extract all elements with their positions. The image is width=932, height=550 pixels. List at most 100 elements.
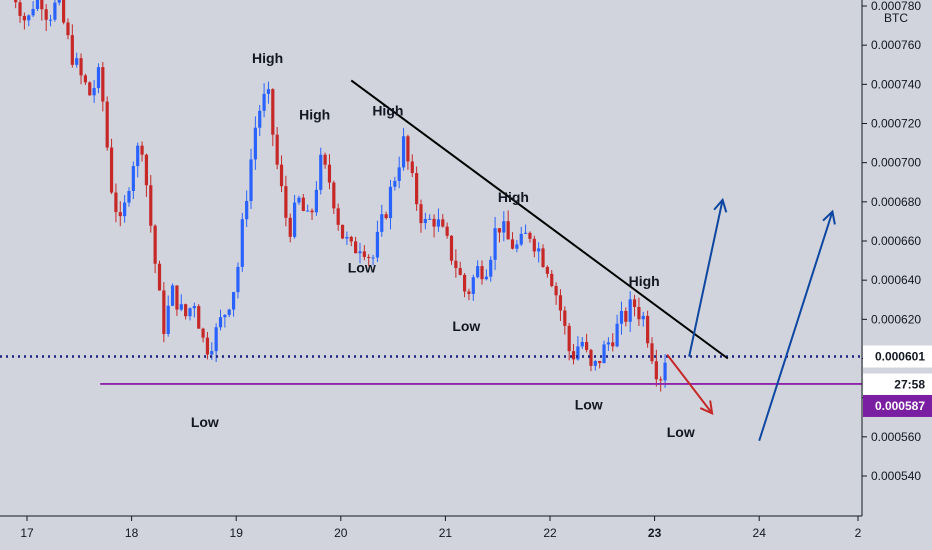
price-tick-label: 0.000620 xyxy=(871,312,921,326)
candle-body xyxy=(297,197,301,203)
candle-body xyxy=(266,89,271,94)
candle-body xyxy=(606,342,611,345)
annotation-high: High xyxy=(498,189,529,205)
candle-body xyxy=(415,173,419,205)
candle-body xyxy=(554,286,558,296)
candle-body xyxy=(184,304,188,317)
descending-trendline xyxy=(350,79,729,360)
candle-body xyxy=(35,0,40,9)
candle-body xyxy=(589,349,593,366)
candle-body xyxy=(445,226,449,236)
price-badge xyxy=(863,373,932,396)
candle-body xyxy=(140,145,144,155)
candle-body xyxy=(615,323,619,347)
price-tick-label: 0.000720 xyxy=(871,117,921,131)
candle-body xyxy=(489,259,493,277)
candle-body xyxy=(149,185,153,226)
bullish-arrow xyxy=(688,199,724,357)
arrow-head xyxy=(822,209,836,225)
candle-body xyxy=(253,127,257,160)
candle-body xyxy=(401,136,406,168)
candle-body xyxy=(598,360,602,364)
time-tick-label: 17 xyxy=(20,526,34,540)
annotation-low: Low xyxy=(348,259,376,275)
candle-body xyxy=(519,233,523,245)
price-axis[interactable]: 0.000780 0.000760 0.000740 0.000720 0.000700… xyxy=(862,0,921,483)
candle-body xyxy=(279,164,284,187)
candle-body xyxy=(506,221,510,240)
price-badge-label: 27:58 xyxy=(894,378,925,392)
time-tick-label: 22 xyxy=(543,526,557,540)
candle-body xyxy=(528,232,532,239)
candle-body xyxy=(301,197,305,211)
candle-body xyxy=(258,110,262,128)
candle-body xyxy=(48,19,53,21)
candle-body xyxy=(231,292,236,310)
time-tick-label: 21 xyxy=(439,526,453,540)
bullish-arrow xyxy=(758,211,834,442)
candle-body xyxy=(162,290,166,334)
arrow-head xyxy=(699,400,714,415)
candle-body xyxy=(271,89,275,135)
price-badge xyxy=(863,345,932,368)
price-tick-label: 0.000700 xyxy=(871,156,921,170)
candle-body xyxy=(628,299,632,322)
candle-body xyxy=(157,263,162,291)
candle-body xyxy=(240,219,244,267)
price-tick-label: 0.000660 xyxy=(871,234,921,248)
candle-body xyxy=(40,0,44,10)
candle-body xyxy=(576,346,580,360)
candle-body xyxy=(362,251,366,257)
candle-body xyxy=(646,315,650,344)
candle-body xyxy=(410,161,414,174)
candle-body xyxy=(340,224,345,239)
candle-body xyxy=(166,305,170,334)
price-badge-label: 0.000601 xyxy=(875,350,925,364)
candle-body xyxy=(262,93,266,111)
candle-body xyxy=(449,235,454,261)
candle-body xyxy=(585,341,589,350)
candle-body xyxy=(92,88,96,96)
candle-body xyxy=(153,225,157,264)
candle-body xyxy=(436,219,441,227)
candle-body xyxy=(179,304,183,310)
candle-body xyxy=(275,134,279,165)
candle-body xyxy=(567,325,571,352)
candle-body xyxy=(637,306,641,320)
candle-body xyxy=(170,285,175,306)
candle-body xyxy=(18,2,22,16)
candle-body xyxy=(319,154,323,190)
candle-body xyxy=(454,260,458,269)
price-badges-layer: 0.000601 27:58 0.000587 xyxy=(863,345,932,417)
candle-body xyxy=(218,317,223,328)
candle-body xyxy=(388,186,393,219)
candle-body xyxy=(371,257,375,259)
candle-body xyxy=(375,231,380,258)
annotation-low: Low xyxy=(191,414,219,430)
candle-body xyxy=(236,266,240,293)
annotation-low: Low xyxy=(452,318,480,334)
candle-body xyxy=(419,204,423,224)
candle-body xyxy=(558,295,563,311)
candle-body xyxy=(306,210,310,212)
candle-body xyxy=(580,341,584,347)
annotations-layer: High High High High High Low Low Low Low Low xyxy=(191,50,695,440)
candle-body xyxy=(31,8,35,16)
candle-body xyxy=(510,239,515,249)
candle-body xyxy=(105,101,109,148)
time-axis[interactable]: 17 18 19 20 21 22 23 24 2 xyxy=(20,516,862,540)
candle-body xyxy=(123,202,127,217)
candle-body xyxy=(571,351,576,360)
candle-body xyxy=(462,274,467,292)
annotation-low: Low xyxy=(575,396,603,412)
candle-body xyxy=(144,154,149,186)
arrow-head xyxy=(713,197,728,213)
annotation-high: High xyxy=(299,107,330,123)
candle-body xyxy=(593,360,597,366)
candle-body xyxy=(44,9,48,20)
candle-body xyxy=(367,256,371,258)
candle-body xyxy=(70,35,74,65)
candle-body xyxy=(323,154,327,165)
time-tick-label: 18 xyxy=(125,526,139,540)
